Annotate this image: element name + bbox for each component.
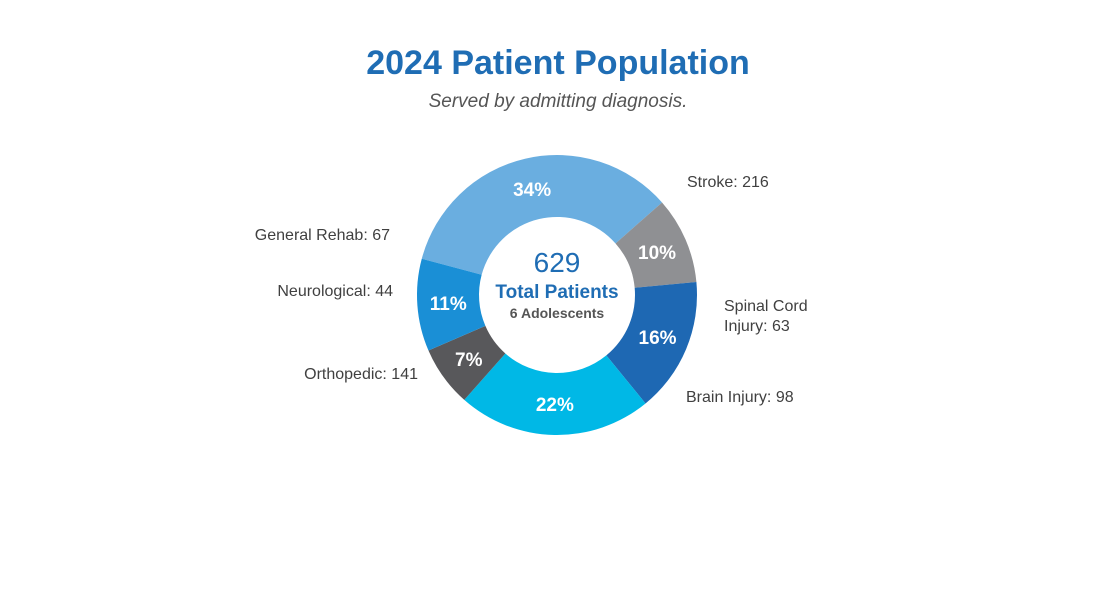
slice-spinal-cord-injury xyxy=(615,202,697,288)
category-label-line: Brain Injury: 98 xyxy=(686,389,794,406)
slice-general-rehab xyxy=(417,258,486,351)
category-label-line: Stroke: 216 xyxy=(687,174,769,191)
category-label-line: Spinal Cord xyxy=(724,298,808,315)
slice-neurological xyxy=(428,325,506,400)
category-label-stroke: Stroke: 216 xyxy=(687,174,769,191)
center-note: 6 Adolescents xyxy=(510,305,605,321)
category-label-line: Injury: 63 xyxy=(724,318,790,335)
category-label-brain-injury: Brain Injury: 98 xyxy=(686,389,794,406)
pct-label-general-rehab: 11% xyxy=(430,294,467,315)
category-label-line: Neurological: 44 xyxy=(277,283,393,300)
category-label-general-rehab: General Rehab: 67 xyxy=(255,227,390,244)
pct-label-brain-injury: 16% xyxy=(639,328,677,349)
center-total-label: Total Patients xyxy=(495,282,618,303)
category-labels: Stroke: 216 Spinal Cord Injury: 63 Brain In… xyxy=(255,174,808,406)
pct-label-spinal-cord-injury: 10% xyxy=(638,243,676,264)
donut-slices xyxy=(417,155,697,435)
category-label-spinal-cord-injury: Spinal Cord Injury: 63 xyxy=(724,298,808,335)
chart-title: 2024 Patient Population xyxy=(366,44,750,82)
chart-subtitle: Served by admitting diagnosis. xyxy=(429,91,688,112)
pct-label-orthopedic: 22% xyxy=(536,395,574,416)
category-label-neurological: Neurological: 44 xyxy=(277,283,393,300)
category-label-line: General Rehab: 67 xyxy=(255,227,390,244)
slice-brain-injury xyxy=(606,282,697,404)
slice-orthopedic xyxy=(464,353,646,435)
pct-label-neurological: 7% xyxy=(455,350,483,371)
center-total: 629 xyxy=(534,247,581,278)
category-label-line: Orthopedic: 141 xyxy=(304,366,418,383)
pct-label-stroke: 34% xyxy=(513,180,551,201)
category-label-orthopedic: Orthopedic: 141 xyxy=(304,366,418,383)
slice-stroke xyxy=(421,155,663,275)
percent-labels: 34% 10% 16% 22% 7% 11% xyxy=(430,180,677,416)
